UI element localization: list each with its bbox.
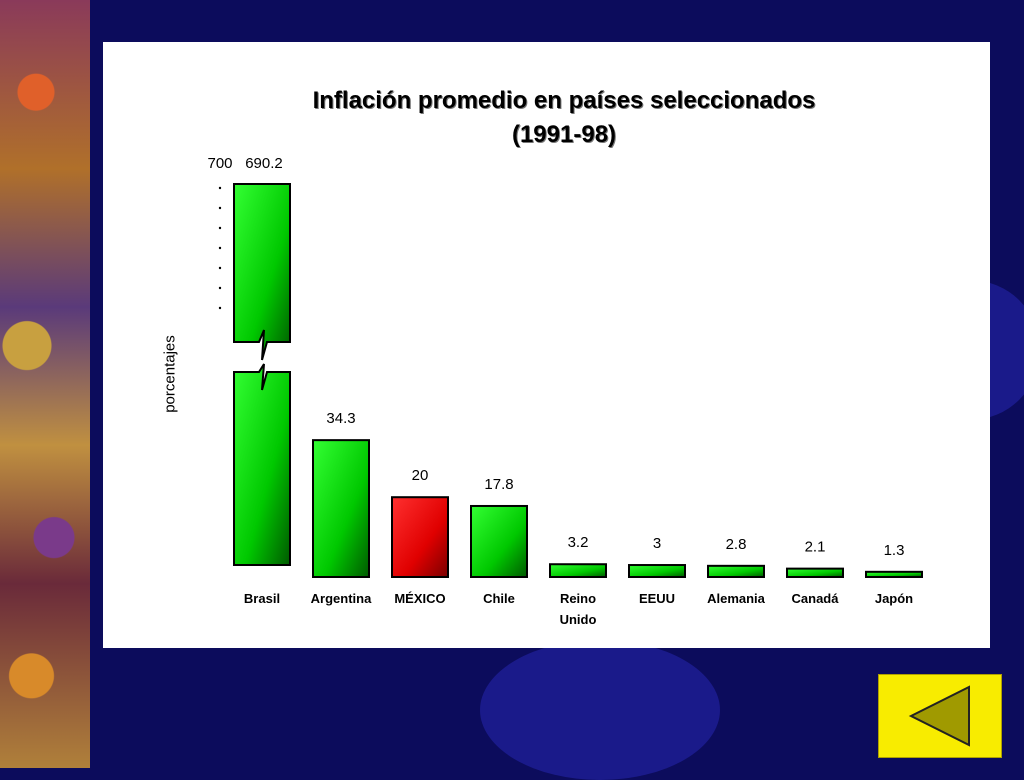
category-label: Brasil	[244, 591, 280, 606]
bar-value-label: 3	[653, 535, 661, 552]
category-label: EEUU	[639, 591, 675, 606]
bar	[470, 504, 528, 578]
bar	[391, 496, 449, 579]
bar	[628, 564, 686, 579]
bar-value-label: 2.8	[726, 536, 747, 553]
bar-value-label: 3.2	[568, 534, 589, 551]
chart-title: Inflación promedio en países seleccionad…	[0, 84, 1024, 152]
bar	[549, 563, 607, 578]
axis-break-dot	[218, 286, 222, 290]
bar-value-label: 34.3	[326, 410, 355, 427]
bar-upper-segment	[233, 183, 291, 361]
category-label: Alemania	[707, 591, 766, 606]
bar-value-label: 1.3	[884, 542, 905, 559]
y-tick-label: 700	[207, 155, 232, 172]
axis-break-dot	[218, 186, 222, 190]
category-label: Reino	[560, 591, 596, 606]
back-button[interactable]	[878, 674, 1002, 758]
axis-break-dot	[218, 206, 222, 210]
bar-value-label: 20	[412, 467, 429, 484]
triangle-left-icon	[908, 685, 970, 747]
bar-lower-segment	[233, 363, 291, 566]
axis-break-dot	[218, 306, 222, 310]
decorative-left-strip	[0, 0, 90, 768]
category-label: Japón	[875, 591, 913, 606]
axis-break-dot	[218, 226, 222, 230]
bar	[865, 570, 923, 578]
bar	[707, 564, 765, 579]
decorative-gear	[480, 640, 720, 780]
bar	[312, 439, 370, 578]
category-label: Argentina	[311, 591, 372, 606]
category-label: Canadá	[792, 591, 840, 606]
bar-value-label: 2.1	[805, 539, 826, 556]
chart-title-line-1: Inflación promedio en países seleccionad…	[312, 87, 816, 114]
axis-break-dot	[218, 246, 222, 250]
bar	[786, 567, 844, 578]
bar-value-label: 690.2	[245, 155, 283, 172]
chart-title-line-2: (1991-98)	[511, 121, 617, 148]
bar-value-label: 17.8	[484, 476, 513, 493]
axis-break-dot	[218, 266, 222, 270]
category-label: MÉXICO	[394, 591, 445, 606]
category-label: Unido	[560, 612, 597, 627]
category-label: Chile	[483, 591, 515, 606]
